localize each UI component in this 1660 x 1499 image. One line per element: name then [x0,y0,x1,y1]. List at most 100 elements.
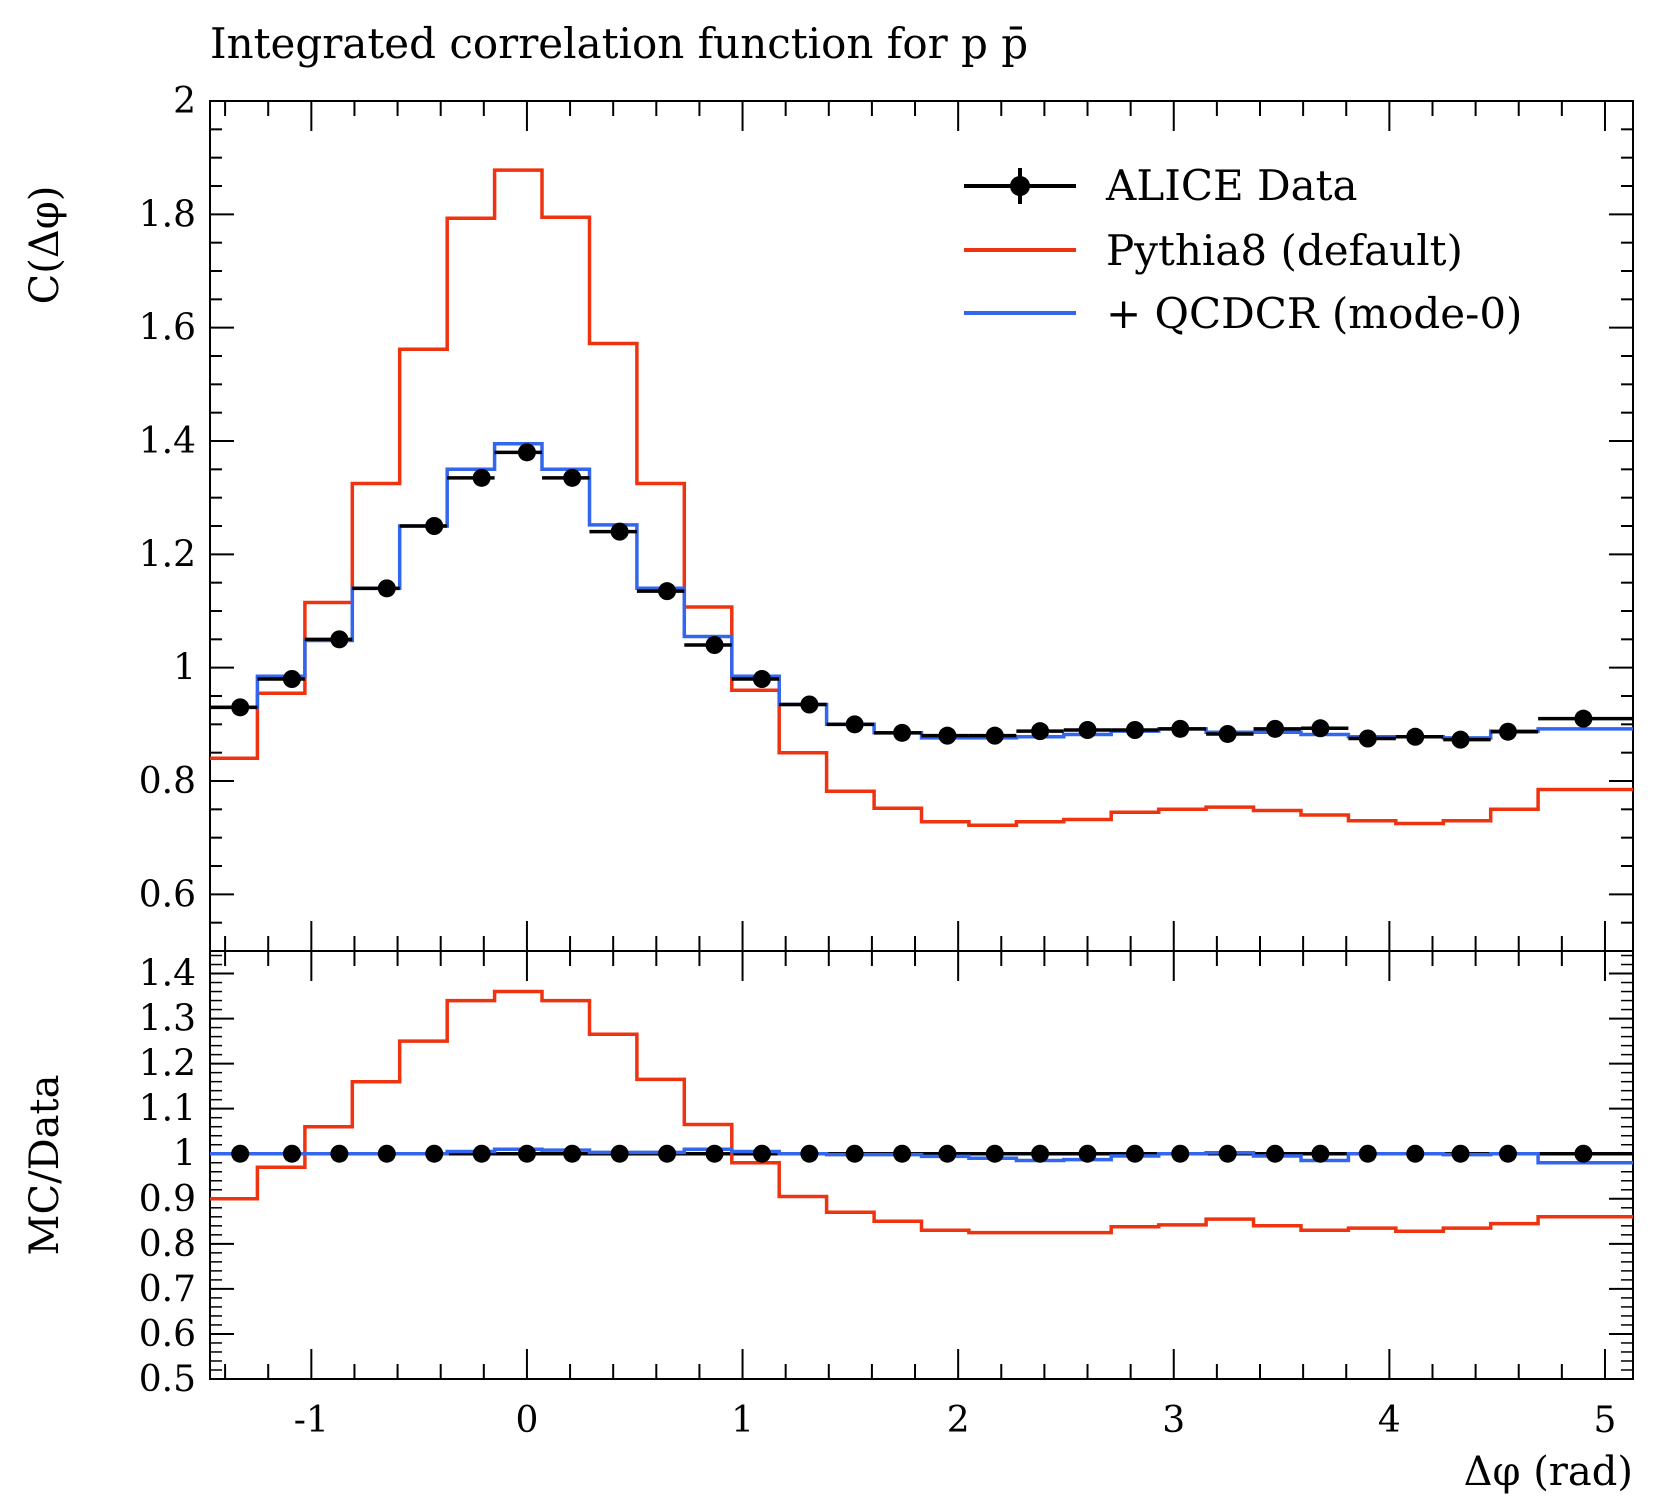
data-ratio-point [610,1144,629,1163]
data-ratio-point [282,1144,301,1163]
y-tick-label: 1.6 [139,308,196,349]
chart-title: Integrated correlation function for p p̄ [210,19,1028,68]
x-tick-label: 1 [731,1400,754,1441]
x-tick-label: 3 [1162,1400,1185,1441]
main-series-layer [210,168,1633,827]
data-point [1031,722,1050,741]
data-point [1171,719,1190,738]
y-tick-label: 1 [173,648,196,689]
data-ratio-point [231,1144,250,1163]
data-point [845,715,864,734]
legend-label-data: ALICE Data [1105,161,1358,210]
data-point [425,517,444,535]
data-ratio-point [563,1144,582,1163]
data-point [330,630,349,649]
main-axis-ticks: 0.6 0.8 1 1.2 1.4 1.6 1.8 2 [139,81,1633,924]
y-tick-label: 1.8 [139,194,196,235]
y-axis-label-main: C(Δφ) [22,186,68,305]
data-ratio-point [1078,1144,1097,1163]
data-ratio-point [893,1144,912,1163]
data-ratio-point [1358,1144,1377,1163]
data-point [752,670,771,688]
data-point [1406,727,1425,746]
ratio-y-tick-label: 0.5 [139,1359,196,1400]
x-tick-label: 0 [515,1400,538,1441]
data-ratio-point [800,1144,819,1163]
x-tick-label: 4 [1378,1400,1401,1441]
data-ratio-point [517,1144,536,1163]
data-point [938,726,957,745]
data-ratio-point [1498,1144,1517,1163]
ratio-axis-ticks: 0.50.60.70.80.911.11.21.31.4 [139,954,1633,1400]
pythia-series-main [210,168,1633,827]
ratio-series-layer [210,989,1633,1235]
data-ratio-point [1406,1144,1425,1163]
y-tick-label: 1.4 [139,421,196,462]
data-ratio-point [1266,1144,1285,1163]
data-ratio-point [1031,1144,1050,1163]
y-tick-label: 0.6 [139,874,196,915]
ratio-y-tick-label: 1.4 [139,954,196,995]
data-point [893,723,912,742]
data-point [1451,730,1470,749]
data-point [610,522,629,541]
data-point [658,582,677,601]
data-point [377,579,396,598]
ratio-y-tick-label: 1 [173,1134,196,1175]
x-axis-label: Δφ (rad) [1464,1449,1633,1495]
data-point [800,695,819,714]
legend: ALICE Data Pythia8 (default) + QCDCR (mo… [964,161,1522,338]
ratio-y-tick-label: 0.9 [139,1179,196,1220]
y-tick-label: 2 [173,81,196,122]
data-ratio-point [752,1144,771,1163]
data-point [472,468,491,487]
data-ratio-point [1574,1144,1593,1163]
x-tick-label: 2 [947,1400,970,1441]
data-point [1498,722,1517,741]
data-ratio-point [377,1144,396,1163]
data-point [517,443,536,462]
data-point [563,468,582,487]
data-ratio-point [1171,1144,1190,1163]
y-tick-label: 0.8 [139,761,196,802]
data-ratio-point [1125,1144,1144,1163]
data-point [1358,729,1377,748]
data-point [1266,719,1285,738]
ratio-y-tick-label: 1.1 [139,1089,196,1130]
pythia-series-ratio [210,989,1633,1235]
data-point [1218,724,1237,743]
ratio-y-tick-label: 0.7 [139,1269,196,1310]
data-ratio-point [938,1144,957,1163]
data-ratio-point [705,1144,724,1163]
x-axis-ticks: -1 0 1 2 3 4 5 [224,101,1617,1441]
ratio-y-tick-label: 0.6 [139,1314,196,1355]
y-axis-label-ratio: MC/Data [22,1075,68,1256]
data-ratio-point [472,1144,491,1163]
data-point [282,670,301,688]
data-point [1574,709,1593,728]
data-point [1311,719,1330,738]
data-ratio-point [985,1144,1004,1163]
data-ratio-point [1451,1144,1470,1163]
data-ratio-point [1311,1144,1330,1163]
data-ratio-point [1218,1144,1237,1163]
data-ratio-point [425,1144,444,1163]
data-point [1125,721,1144,739]
ratio-y-tick-label: 1.2 [139,1044,196,1085]
data-ratio-point [330,1144,349,1163]
ratio-panel-frame [209,950,1634,1380]
x-tick-label: -1 [294,1400,329,1441]
data-point [1078,721,1097,739]
data-ratio-point [845,1144,864,1163]
x-tick-label: 5 [1594,1400,1617,1441]
qcdcr-series-main [210,442,1633,740]
ratio-y-tick-label: 1.3 [139,999,196,1040]
data-point [231,698,250,717]
ratio-y-tick-label: 0.8 [139,1224,196,1265]
data-point [705,636,724,654]
legend-marker-data [1010,176,1030,196]
data-point [985,726,1004,745]
legend-label-qcdcr: + QCDCR (mode-0) [1106,289,1522,338]
legend-label-pythia: Pythia8 (default) [1106,226,1463,275]
